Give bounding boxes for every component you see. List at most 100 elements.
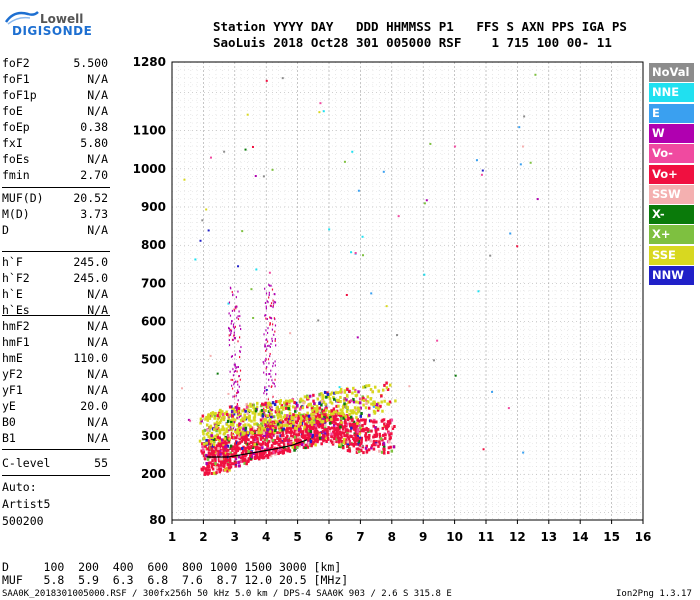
- data-point: [225, 427, 228, 431]
- data-point: [265, 307, 267, 310]
- data-point: [269, 406, 271, 409]
- data-point: [313, 429, 317, 433]
- param-label: h`E: [2, 287, 23, 301]
- data-point: [335, 432, 338, 436]
- data-point: [358, 432, 361, 436]
- data-point: [274, 426, 277, 430]
- data-point: [207, 471, 211, 475]
- data-point: [225, 441, 228, 445]
- data-point: [331, 430, 335, 434]
- data-point: [238, 310, 240, 313]
- data-point: [279, 445, 282, 449]
- data-point: [280, 403, 284, 407]
- data-point: [244, 433, 248, 437]
- data-point: [267, 414, 270, 418]
- data-point: [262, 451, 265, 455]
- data-point: [366, 400, 370, 404]
- data-point: [244, 448, 247, 452]
- data-point: [241, 437, 245, 441]
- param-value: 0.38: [80, 120, 108, 134]
- data-point: [323, 432, 327, 436]
- data-point: [204, 417, 207, 421]
- data-point: [257, 433, 260, 437]
- data-point: [480, 173, 483, 176]
- data-point: [350, 426, 353, 430]
- data-point: [260, 437, 263, 441]
- data-point: [205, 415, 208, 419]
- data-point: [204, 472, 207, 476]
- data-point: [298, 442, 302, 446]
- data-point: [289, 332, 292, 335]
- data-point: [318, 406, 322, 410]
- data-point: [256, 437, 259, 441]
- data-point: [210, 446, 214, 450]
- data-point: [323, 413, 326, 417]
- data-point: [318, 111, 321, 114]
- data-point: [268, 385, 270, 388]
- data-point: [285, 423, 288, 427]
- data-point: [224, 443, 227, 447]
- data-point: [236, 366, 238, 369]
- data-point: [256, 423, 259, 427]
- data-point: [258, 447, 261, 451]
- data-point: [231, 423, 235, 427]
- data-point: [371, 390, 375, 394]
- data-point: [330, 421, 334, 425]
- data-point: [250, 419, 253, 423]
- data-point: [325, 440, 328, 444]
- data-point: [230, 329, 233, 332]
- data-point: [372, 435, 375, 439]
- data-point: [364, 435, 368, 439]
- param-label: h`F: [2, 255, 23, 269]
- data-point: [303, 415, 306, 419]
- data-point: [279, 448, 282, 452]
- data-point: [210, 414, 214, 418]
- x-tick-label: 4: [262, 530, 270, 544]
- data-point: [338, 443, 341, 447]
- data-point: [274, 339, 276, 342]
- data-point: [258, 442, 261, 446]
- data-point: [274, 293, 276, 296]
- data-point: [208, 416, 211, 420]
- data-point: [383, 422, 386, 426]
- data-point: [268, 291, 270, 294]
- data-point: [239, 413, 242, 417]
- y-tick-label: 400: [141, 391, 166, 405]
- data-point: [391, 426, 395, 430]
- chart-grid: [172, 62, 643, 520]
- data-point: [381, 426, 385, 430]
- data-point: [268, 378, 270, 381]
- data-point: [273, 430, 276, 434]
- data-point: [346, 431, 349, 435]
- data-point: [343, 397, 346, 400]
- data-point: [292, 432, 296, 436]
- data-point: [227, 302, 230, 305]
- data-point: [387, 431, 391, 435]
- data-point: [357, 401, 361, 405]
- param-value: 245.0: [73, 255, 108, 269]
- data-point: [233, 363, 235, 366]
- data-point: [360, 412, 363, 416]
- data-point: [316, 438, 320, 442]
- param-row: hmE 110.0: [2, 351, 108, 367]
- data-point: [321, 410, 325, 414]
- param-value: 20.0: [80, 399, 108, 413]
- param-label: MUF(D): [2, 191, 44, 205]
- data-point: [266, 392, 268, 395]
- data-point: [207, 414, 210, 418]
- data-point: [228, 459, 232, 463]
- data-point: [299, 439, 303, 443]
- data-point: [343, 160, 346, 163]
- data-point: [255, 445, 258, 449]
- data-point: [222, 445, 225, 449]
- y-tick-label: 700: [141, 276, 166, 290]
- data-point: [266, 338, 268, 341]
- data-point: [357, 390, 360, 394]
- data-point: [362, 396, 365, 400]
- param-label: foEs: [2, 152, 30, 166]
- data-point: [240, 346, 242, 349]
- data-point: [333, 434, 337, 438]
- profile-curve: [206, 439, 308, 458]
- data-point: [230, 426, 232, 429]
- x-tick-label: 6: [325, 530, 333, 544]
